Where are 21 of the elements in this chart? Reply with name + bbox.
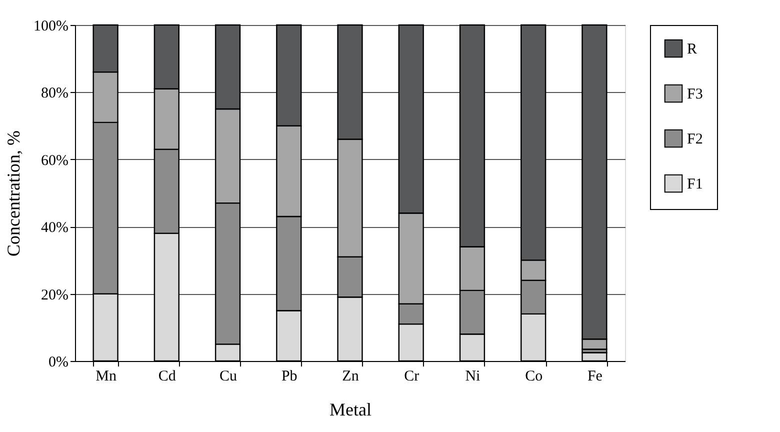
x-tick-label: Zn bbox=[342, 368, 360, 384]
x-tick-label: Co bbox=[525, 368, 543, 384]
y-tick-label: 100% bbox=[34, 18, 68, 34]
legend-label: F2 bbox=[687, 132, 703, 148]
y-axis-title: Concentration, % bbox=[4, 130, 24, 256]
y-tick-label: 20% bbox=[41, 287, 68, 304]
legend-label: F1 bbox=[687, 176, 703, 192]
legend-label: F3 bbox=[687, 86, 703, 102]
x-tick-label: Pb bbox=[281, 368, 298, 384]
x-tick-label: Mn bbox=[96, 368, 117, 384]
x-tick-label: Cu bbox=[220, 368, 238, 384]
x-tick-label: Ni bbox=[465, 368, 480, 384]
y-tick-label: 40% bbox=[41, 220, 68, 236]
y-tick-label: 80% bbox=[41, 86, 68, 102]
x-tick-label: Cd bbox=[158, 368, 176, 384]
legend-label: R bbox=[687, 42, 698, 58]
x-tick-label: Fe bbox=[587, 368, 603, 384]
y-tick-label: 0% bbox=[48, 354, 68, 370]
y-tick-label: 60% bbox=[41, 152, 68, 169]
x-tick-label: Cr bbox=[404, 368, 420, 384]
x-axis-title: Metal bbox=[330, 400, 372, 420]
